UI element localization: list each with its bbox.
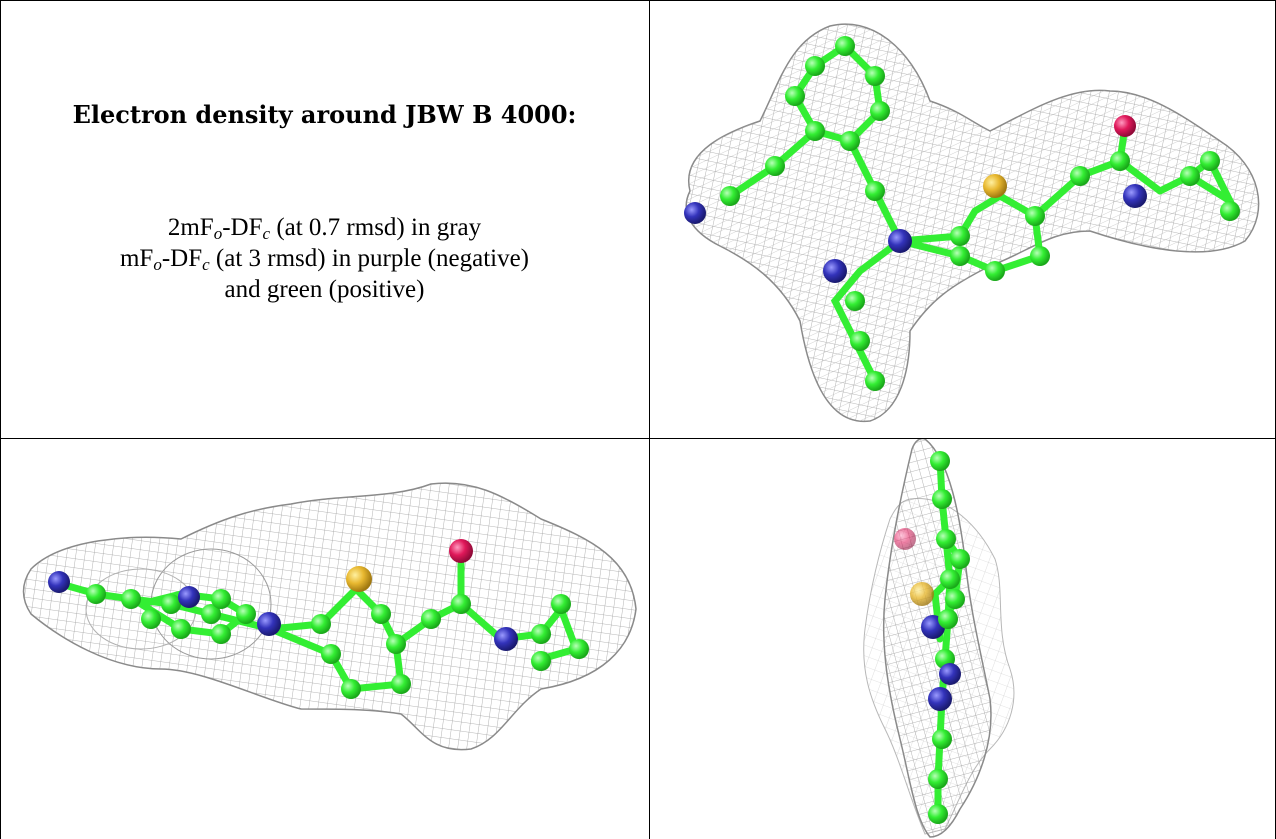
description-line-1: 2mFo-DFc (at 0.7 rmsd) in gray <box>167 214 482 243</box>
ligand-atoms-end <box>894 451 970 824</box>
ligand-end-svg <box>863 439 1015 838</box>
table-border-left <box>0 0 1 839</box>
ligand-atoms-top <box>684 36 1240 391</box>
ligand-view-end <box>650 439 1275 839</box>
density-mesh-top <box>685 23 1260 423</box>
figure-description: 2mFo-DFc (at 0.7 rmsd) in gray mFo-DFc (… <box>0 212 649 305</box>
table-divider-center <box>649 0 650 839</box>
description-line-3: and green (positive) <box>224 276 425 303</box>
figure-title: Electron density around JBW B 4000: <box>72 100 577 129</box>
ligand-atoms-side <box>48 539 589 699</box>
description-line-2: mFo-DFc (at 3 rmsd) in purple (negative) <box>119 245 530 274</box>
table-border-top <box>0 0 1276 1</box>
ligand-view-top <box>650 1 1275 438</box>
table-divider-middle <box>0 438 1276 439</box>
ligand-view-side <box>1 439 649 839</box>
ligand-top-svg <box>684 23 1260 423</box>
ligand-side-svg <box>22 482 637 751</box>
caption-cell: Electron density around JBW B 4000: 2mFo… <box>0 0 649 438</box>
